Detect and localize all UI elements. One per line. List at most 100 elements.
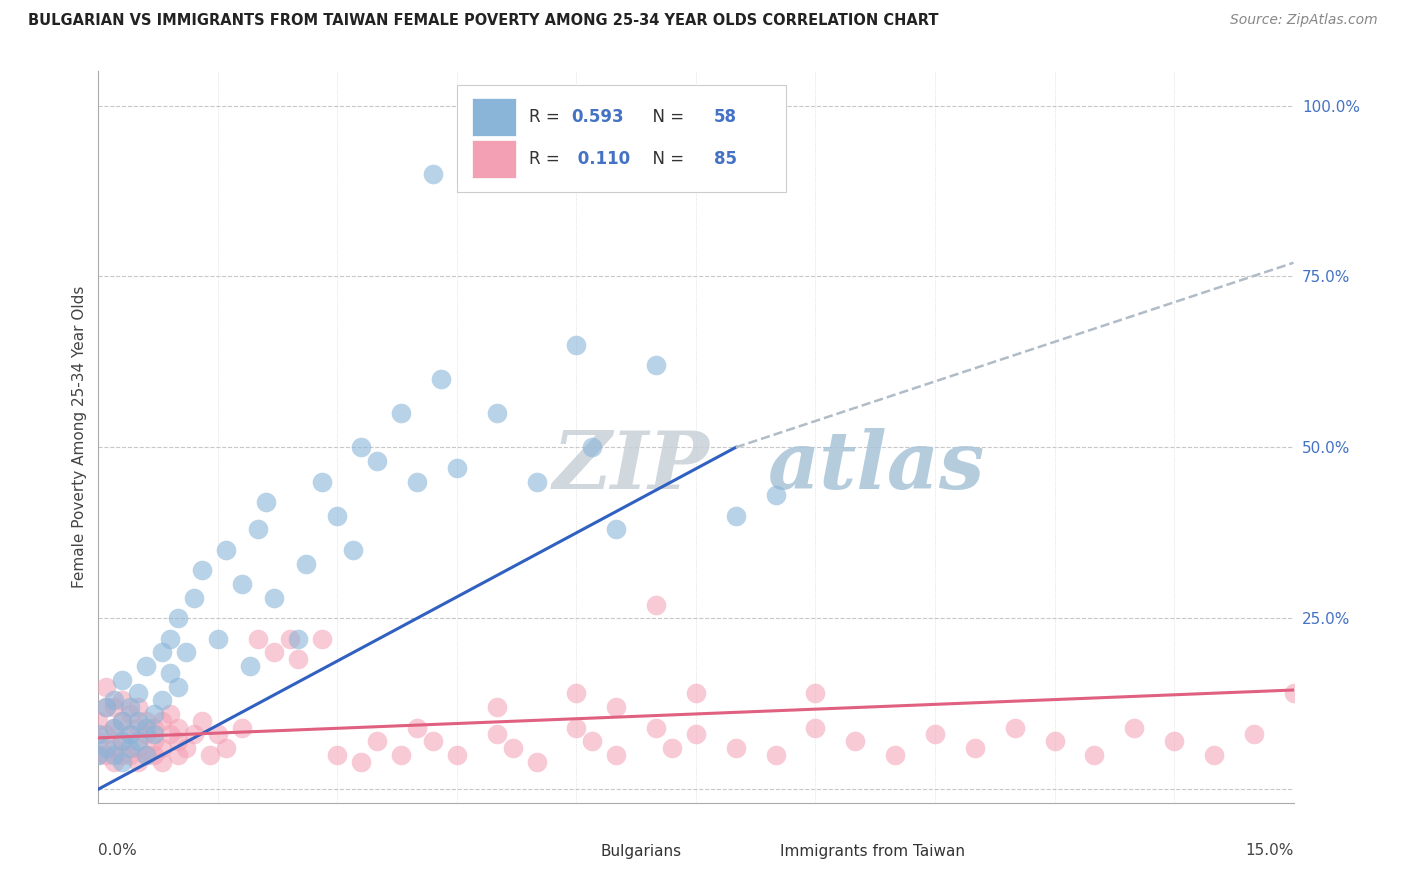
Point: [96, 727, 118, 741]
Point: [685, 727, 707, 741]
Point: [406, 721, 429, 735]
Point: [96, 741, 118, 756]
Point: [724, 508, 747, 523]
Point: [96, 700, 118, 714]
Point: [127, 721, 149, 735]
Point: [127, 700, 149, 714]
Point: [167, 611, 190, 625]
Point: [191, 563, 214, 577]
Point: [150, 693, 173, 707]
Point: [287, 632, 309, 646]
Point: [526, 475, 548, 489]
Point: [174, 645, 197, 659]
Point: [143, 721, 166, 735]
Point: [246, 522, 269, 536]
Point: [87, 747, 110, 762]
Point: [685, 686, 707, 700]
Point: [246, 632, 269, 646]
Text: ZIP: ZIP: [553, 427, 710, 505]
Point: [1202, 747, 1225, 762]
Point: [150, 645, 173, 659]
Point: [96, 747, 118, 762]
Point: [167, 734, 190, 748]
Point: [87, 727, 110, 741]
Point: [565, 686, 588, 700]
Text: R =: R =: [529, 150, 565, 168]
Point: [198, 747, 221, 762]
Point: [1163, 734, 1185, 748]
Text: 0.0%: 0.0%: [98, 843, 138, 858]
Point: [159, 706, 181, 721]
Point: [389, 747, 412, 762]
Point: [254, 495, 277, 509]
Point: [502, 741, 524, 756]
Point: [87, 734, 110, 748]
Point: [159, 727, 181, 741]
Point: [661, 741, 683, 756]
Point: [111, 714, 134, 728]
Point: [127, 734, 149, 748]
Text: Source: ZipAtlas.com: Source: ZipAtlas.com: [1230, 13, 1378, 28]
Point: [804, 686, 827, 700]
Point: [724, 741, 747, 756]
Point: [103, 747, 125, 762]
Point: [174, 741, 197, 756]
Point: [645, 598, 668, 612]
Point: [366, 734, 388, 748]
Point: [765, 747, 787, 762]
Point: [1282, 686, 1305, 700]
Point: [278, 632, 301, 646]
Point: [127, 755, 149, 769]
Point: [1083, 747, 1105, 762]
Point: [765, 488, 787, 502]
Point: [924, 727, 946, 741]
Text: 0.110: 0.110: [572, 150, 630, 168]
Point: [135, 659, 157, 673]
FancyBboxPatch shape: [557, 838, 595, 866]
Point: [311, 632, 333, 646]
Point: [231, 721, 253, 735]
Point: [350, 755, 373, 769]
Point: [422, 167, 444, 181]
Point: [446, 747, 468, 762]
Point: [485, 700, 508, 714]
Point: [103, 741, 125, 756]
Point: [159, 665, 181, 680]
Point: [127, 741, 149, 756]
Text: 15.0%: 15.0%: [1246, 843, 1294, 858]
Point: [565, 338, 588, 352]
Point: [1123, 721, 1146, 735]
Point: [1243, 727, 1265, 741]
Text: atlas: atlas: [768, 427, 986, 505]
Point: [350, 440, 373, 454]
Point: [167, 721, 190, 735]
Point: [645, 721, 668, 735]
Point: [120, 706, 142, 721]
Point: [207, 727, 229, 741]
Text: R =: R =: [529, 109, 565, 127]
Point: [884, 747, 907, 762]
Point: [167, 680, 190, 694]
Point: [135, 747, 157, 762]
Point: [127, 686, 149, 700]
Point: [191, 714, 214, 728]
Point: [103, 700, 125, 714]
Point: [215, 542, 238, 557]
Point: [183, 591, 205, 605]
Text: N =: N =: [643, 150, 689, 168]
Point: [111, 693, 134, 707]
Point: [159, 632, 181, 646]
Point: [143, 747, 166, 762]
Point: [406, 475, 429, 489]
Point: [150, 741, 173, 756]
Point: [485, 727, 508, 741]
Point: [430, 372, 453, 386]
Point: [844, 734, 866, 748]
Point: [135, 747, 157, 762]
Point: [645, 359, 668, 373]
Point: [87, 714, 110, 728]
Point: [389, 406, 412, 420]
FancyBboxPatch shape: [472, 98, 516, 136]
Point: [143, 734, 166, 748]
Point: [167, 747, 190, 762]
